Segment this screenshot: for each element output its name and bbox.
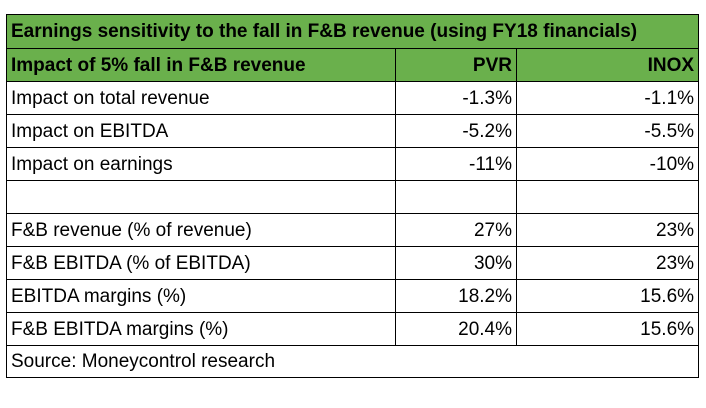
row-inox-value: -10% [515, 147, 700, 181]
row-pvr-value: -1.3% [395, 81, 517, 115]
row-inox-value: 23% [515, 213, 700, 247]
row-inox-value: 23% [515, 246, 700, 280]
row-inox-value [515, 180, 700, 214]
table-row: EBITDA margins (%) 18.2% 15.6% [6, 279, 700, 313]
header-pvr: PVR [395, 48, 517, 82]
row-label: Impact on earnings [6, 147, 396, 181]
table-title-row: Earnings sensitivity to the fall in F&B … [5, 14, 700, 49]
row-pvr-value: 30% [395, 246, 517, 280]
table-row: Impact on total revenue -1.3% -1.1% [6, 81, 700, 115]
source-row: Source: Moneycontrol research [5, 345, 700, 378]
row-inox-value: 15.6% [515, 279, 700, 313]
row-inox-value: -5.5% [515, 114, 700, 148]
row-pvr-value: 18.2% [395, 279, 517, 313]
table-title: Earnings sensitivity to the fall in F&B … [5, 14, 700, 49]
header-label: Impact of 5% fall in F&B revenue [6, 48, 396, 82]
table-row-empty [6, 180, 700, 214]
row-pvr-value: -5.2% [395, 114, 517, 148]
table-row: F&B EBITDA margins (%) 20.4% 15.6% [6, 312, 700, 346]
row-pvr-value: 20.4% [395, 312, 517, 346]
table-row: Impact on earnings -11% -10% [6, 147, 700, 181]
header-inox: INOX [515, 48, 700, 82]
table-row: Impact on EBITDA -5.2% -5.5% [6, 114, 700, 148]
row-label [6, 180, 396, 214]
row-pvr-value [395, 180, 517, 214]
row-label: Impact on EBITDA [6, 114, 396, 148]
row-inox-value: 15.6% [515, 312, 700, 346]
row-label: F&B EBITDA margins (%) [6, 312, 396, 346]
row-pvr-value: -11% [395, 147, 517, 181]
earnings-sensitivity-table: Earnings sensitivity to the fall in F&B … [5, 14, 700, 378]
row-label: EBITDA margins (%) [6, 279, 396, 313]
row-label: F&B EBITDA (% of EBITDA) [6, 246, 396, 280]
row-label: Impact on total revenue [6, 81, 396, 115]
table-row: F&B EBITDA (% of EBITDA) 30% 23% [6, 246, 700, 280]
row-inox-value: -1.1% [515, 81, 700, 115]
table-header-row: Impact of 5% fall in F&B revenue PVR INO… [6, 48, 700, 82]
row-pvr-value: 27% [395, 213, 517, 247]
row-label: F&B revenue (% of revenue) [6, 213, 396, 247]
source-note: Source: Moneycontrol research [5, 345, 700, 378]
table-row: F&B revenue (% of revenue) 27% 23% [6, 213, 700, 247]
